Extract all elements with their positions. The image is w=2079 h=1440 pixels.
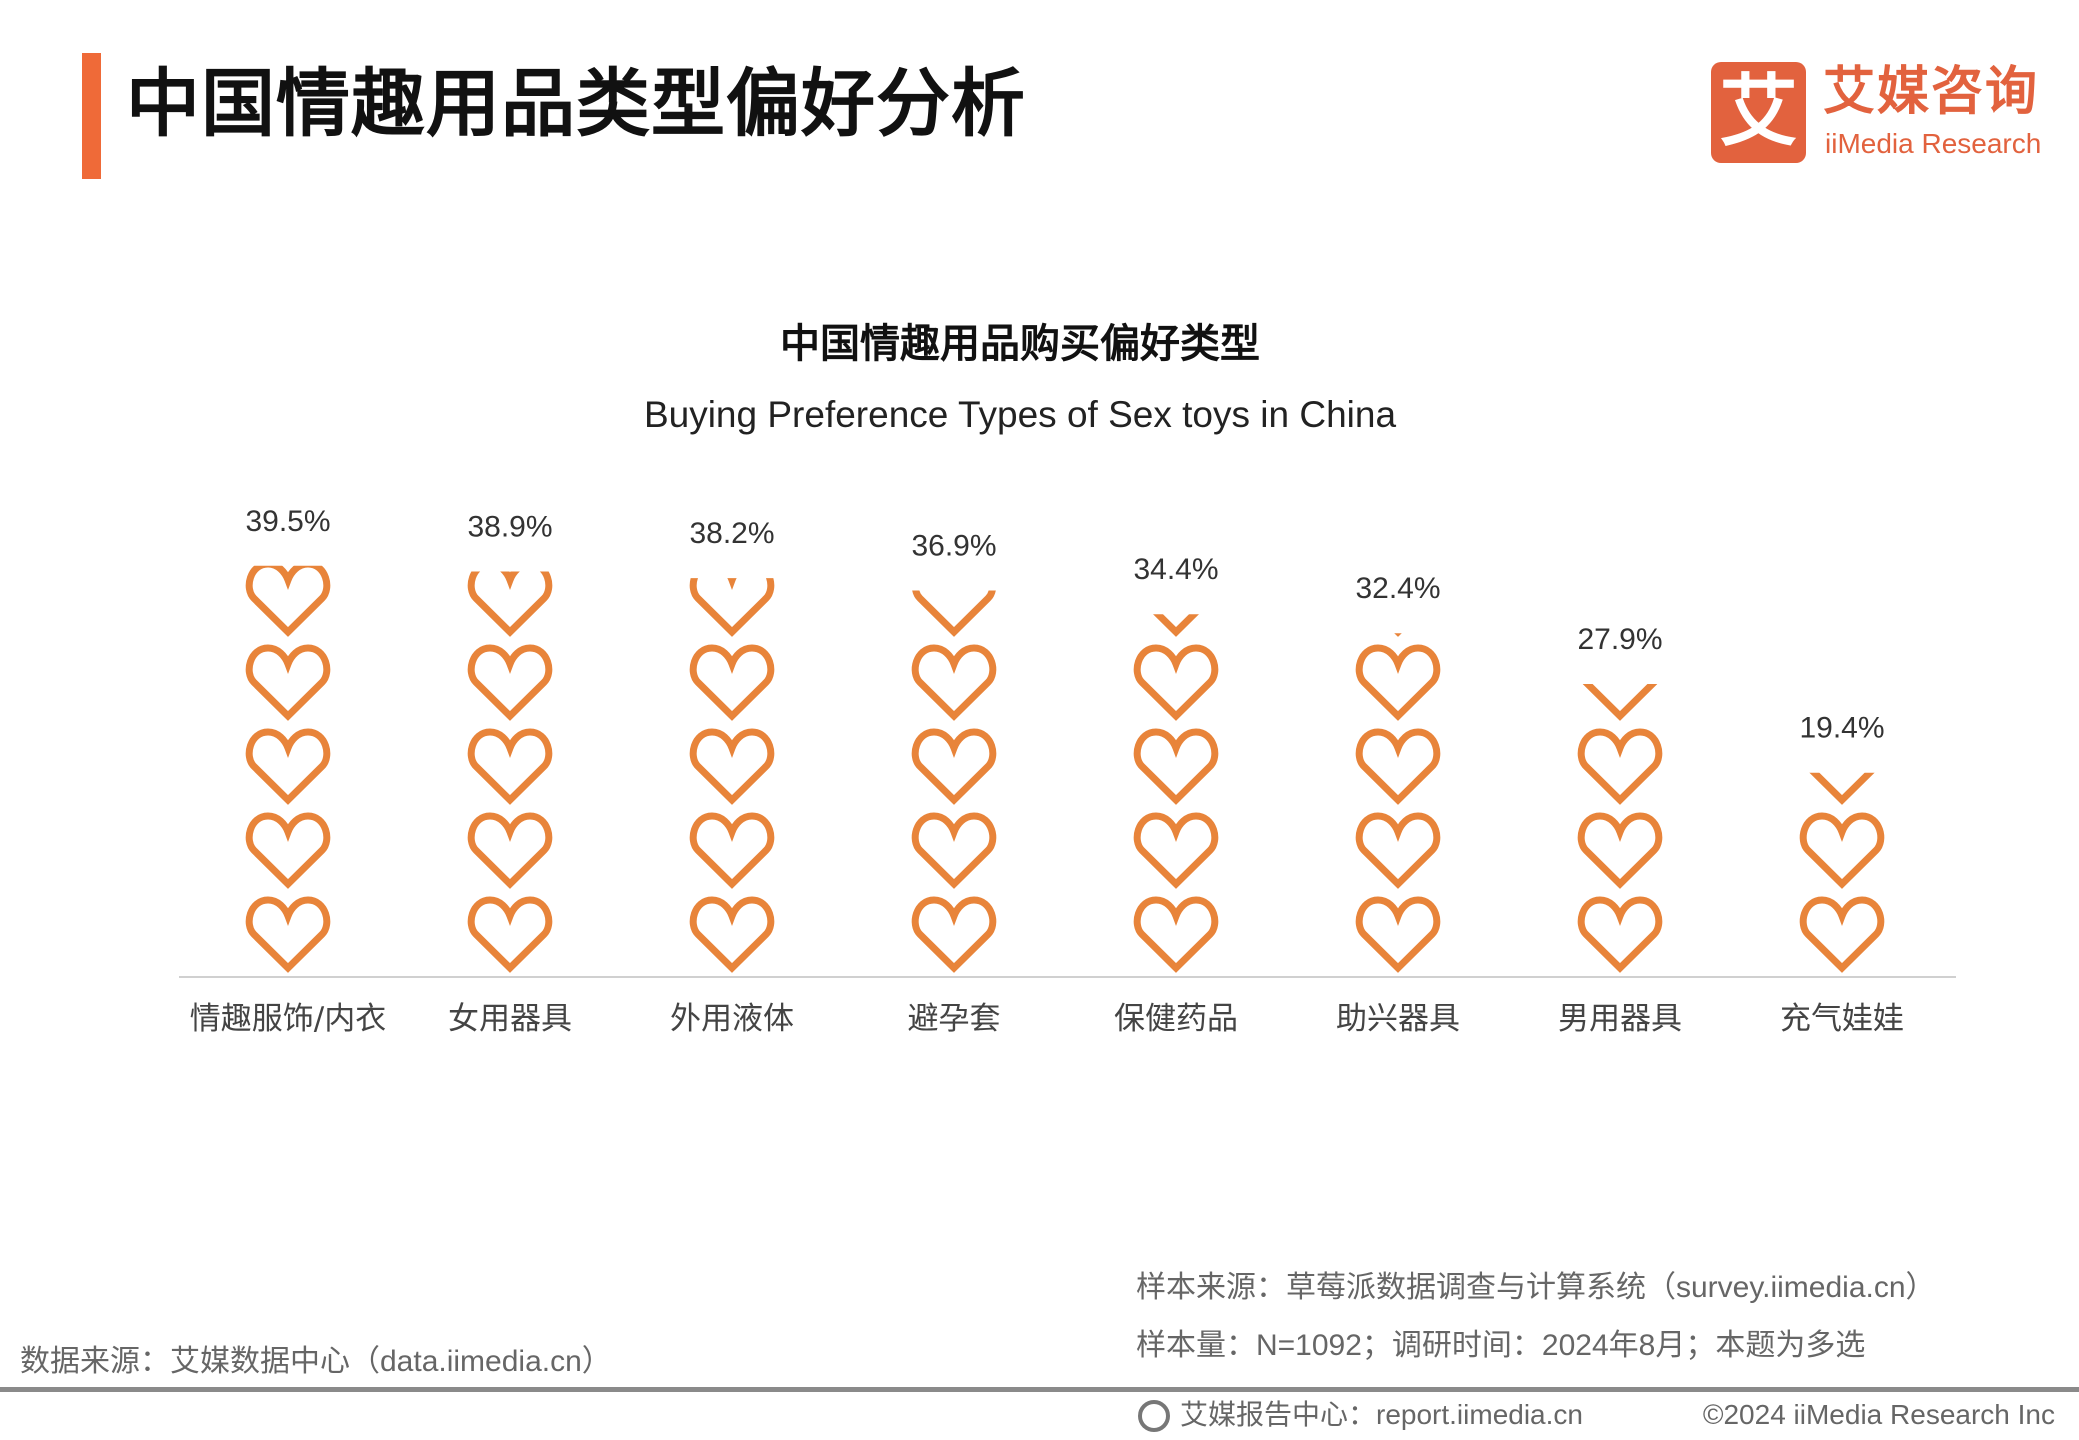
bar-3 <box>911 590 997 973</box>
copyright: ©2024 iiMedia Research Inc <box>1702 1399 2055 1430</box>
bar-6 <box>1577 683 1663 973</box>
bar-0 <box>245 565 331 973</box>
footer-divider <box>0 1387 2079 1392</box>
bar-4 <box>1133 614 1219 973</box>
heart-icon <box>1582 683 1658 721</box>
page-title: 中国情趣用品类型偏好分析 <box>126 61 1026 147</box>
heart-icon <box>245 565 331 637</box>
heart-icon <box>689 896 775 973</box>
heart-icon <box>1799 812 1885 889</box>
bar-7 <box>1799 772 1885 973</box>
heart-icon <box>1355 812 1441 889</box>
title-accent-bar <box>82 53 101 179</box>
heart-icon <box>1133 896 1219 973</box>
report-center-link[interactable]: 艾媒报告中心：report.iimedia.cn <box>1180 1399 1583 1430</box>
heart-icon <box>912 590 996 637</box>
heart-icon <box>1577 896 1663 973</box>
heart-icon <box>245 896 331 973</box>
bar-2 <box>689 578 775 973</box>
category-label: 充气娃娃 <box>1780 1001 1904 1037</box>
data-label: 27.9% <box>1577 623 1662 656</box>
heart-icon <box>911 896 997 973</box>
category-label: 保健药品 <box>1114 1001 1238 1037</box>
data-label: 34.4% <box>1133 553 1218 586</box>
heart-icon <box>1577 812 1663 889</box>
heart-icon <box>1799 896 1885 973</box>
heart-icon <box>467 812 553 889</box>
heart-icon <box>1355 644 1441 721</box>
globe-icon <box>1138 1400 1170 1432</box>
heart-icon <box>1355 896 1441 973</box>
category-label: 男用器具 <box>1558 1001 1682 1037</box>
heart-icon <box>1577 728 1663 805</box>
category-label: 女用器具 <box>448 1001 572 1037</box>
category-label: 助兴器具 <box>1336 1001 1460 1037</box>
category-label: 避孕套 <box>908 1001 1001 1037</box>
data-label: 19.4% <box>1799 712 1884 745</box>
heart-icon <box>467 644 553 721</box>
heart-icon <box>911 728 997 805</box>
heart-icon <box>467 896 553 973</box>
heart-icon <box>245 644 331 721</box>
sample-source: 样本来源：草莓派数据调查与计算系统（survey.iimedia.cn） <box>1136 1271 1936 1304</box>
data-source: 数据来源：艾媒数据中心（data.iimedia.cn） <box>20 1345 612 1378</box>
heart-icon <box>1355 728 1441 805</box>
logo-text-cn: 艾媒咨询 <box>1823 62 2040 122</box>
heart-icon <box>911 812 997 889</box>
data-label: 38.9% <box>467 510 552 543</box>
chart-title: 中国情趣用品购买偏好类型 <box>780 321 1260 367</box>
heart-icon <box>689 728 775 805</box>
heart-icon <box>467 571 553 637</box>
heart-icon <box>689 644 775 721</box>
data-label: 32.4% <box>1355 572 1440 605</box>
heart-icon <box>911 644 997 721</box>
sample-info: 样本量：N=1092；调研时间：2024年8月；本题为多选 <box>1136 1329 1866 1362</box>
data-label: 38.2% <box>689 517 774 550</box>
logo-text-en: iiMedia Research <box>1825 128 2042 159</box>
chart-subtitle: Buying Preference Types of Sex toys in C… <box>643 394 1397 435</box>
bar-1 <box>467 571 553 973</box>
bar-5 <box>1355 633 1441 973</box>
category-label: 情趣服饰/内衣 <box>190 1001 386 1037</box>
heart-icon <box>1133 728 1219 805</box>
data-label: 39.5% <box>245 505 330 538</box>
heart-icon <box>689 578 775 637</box>
heart-icon <box>1133 644 1219 721</box>
heart-icon <box>245 812 331 889</box>
data-label: 36.9% <box>911 529 996 562</box>
heart-icon <box>1133 812 1219 889</box>
heart-icon <box>467 728 553 805</box>
category-label: 外用液体 <box>670 1001 794 1037</box>
heart-icon <box>689 812 775 889</box>
logo-mark: 艾 <box>1711 62 1806 163</box>
heart-icon <box>245 728 331 805</box>
